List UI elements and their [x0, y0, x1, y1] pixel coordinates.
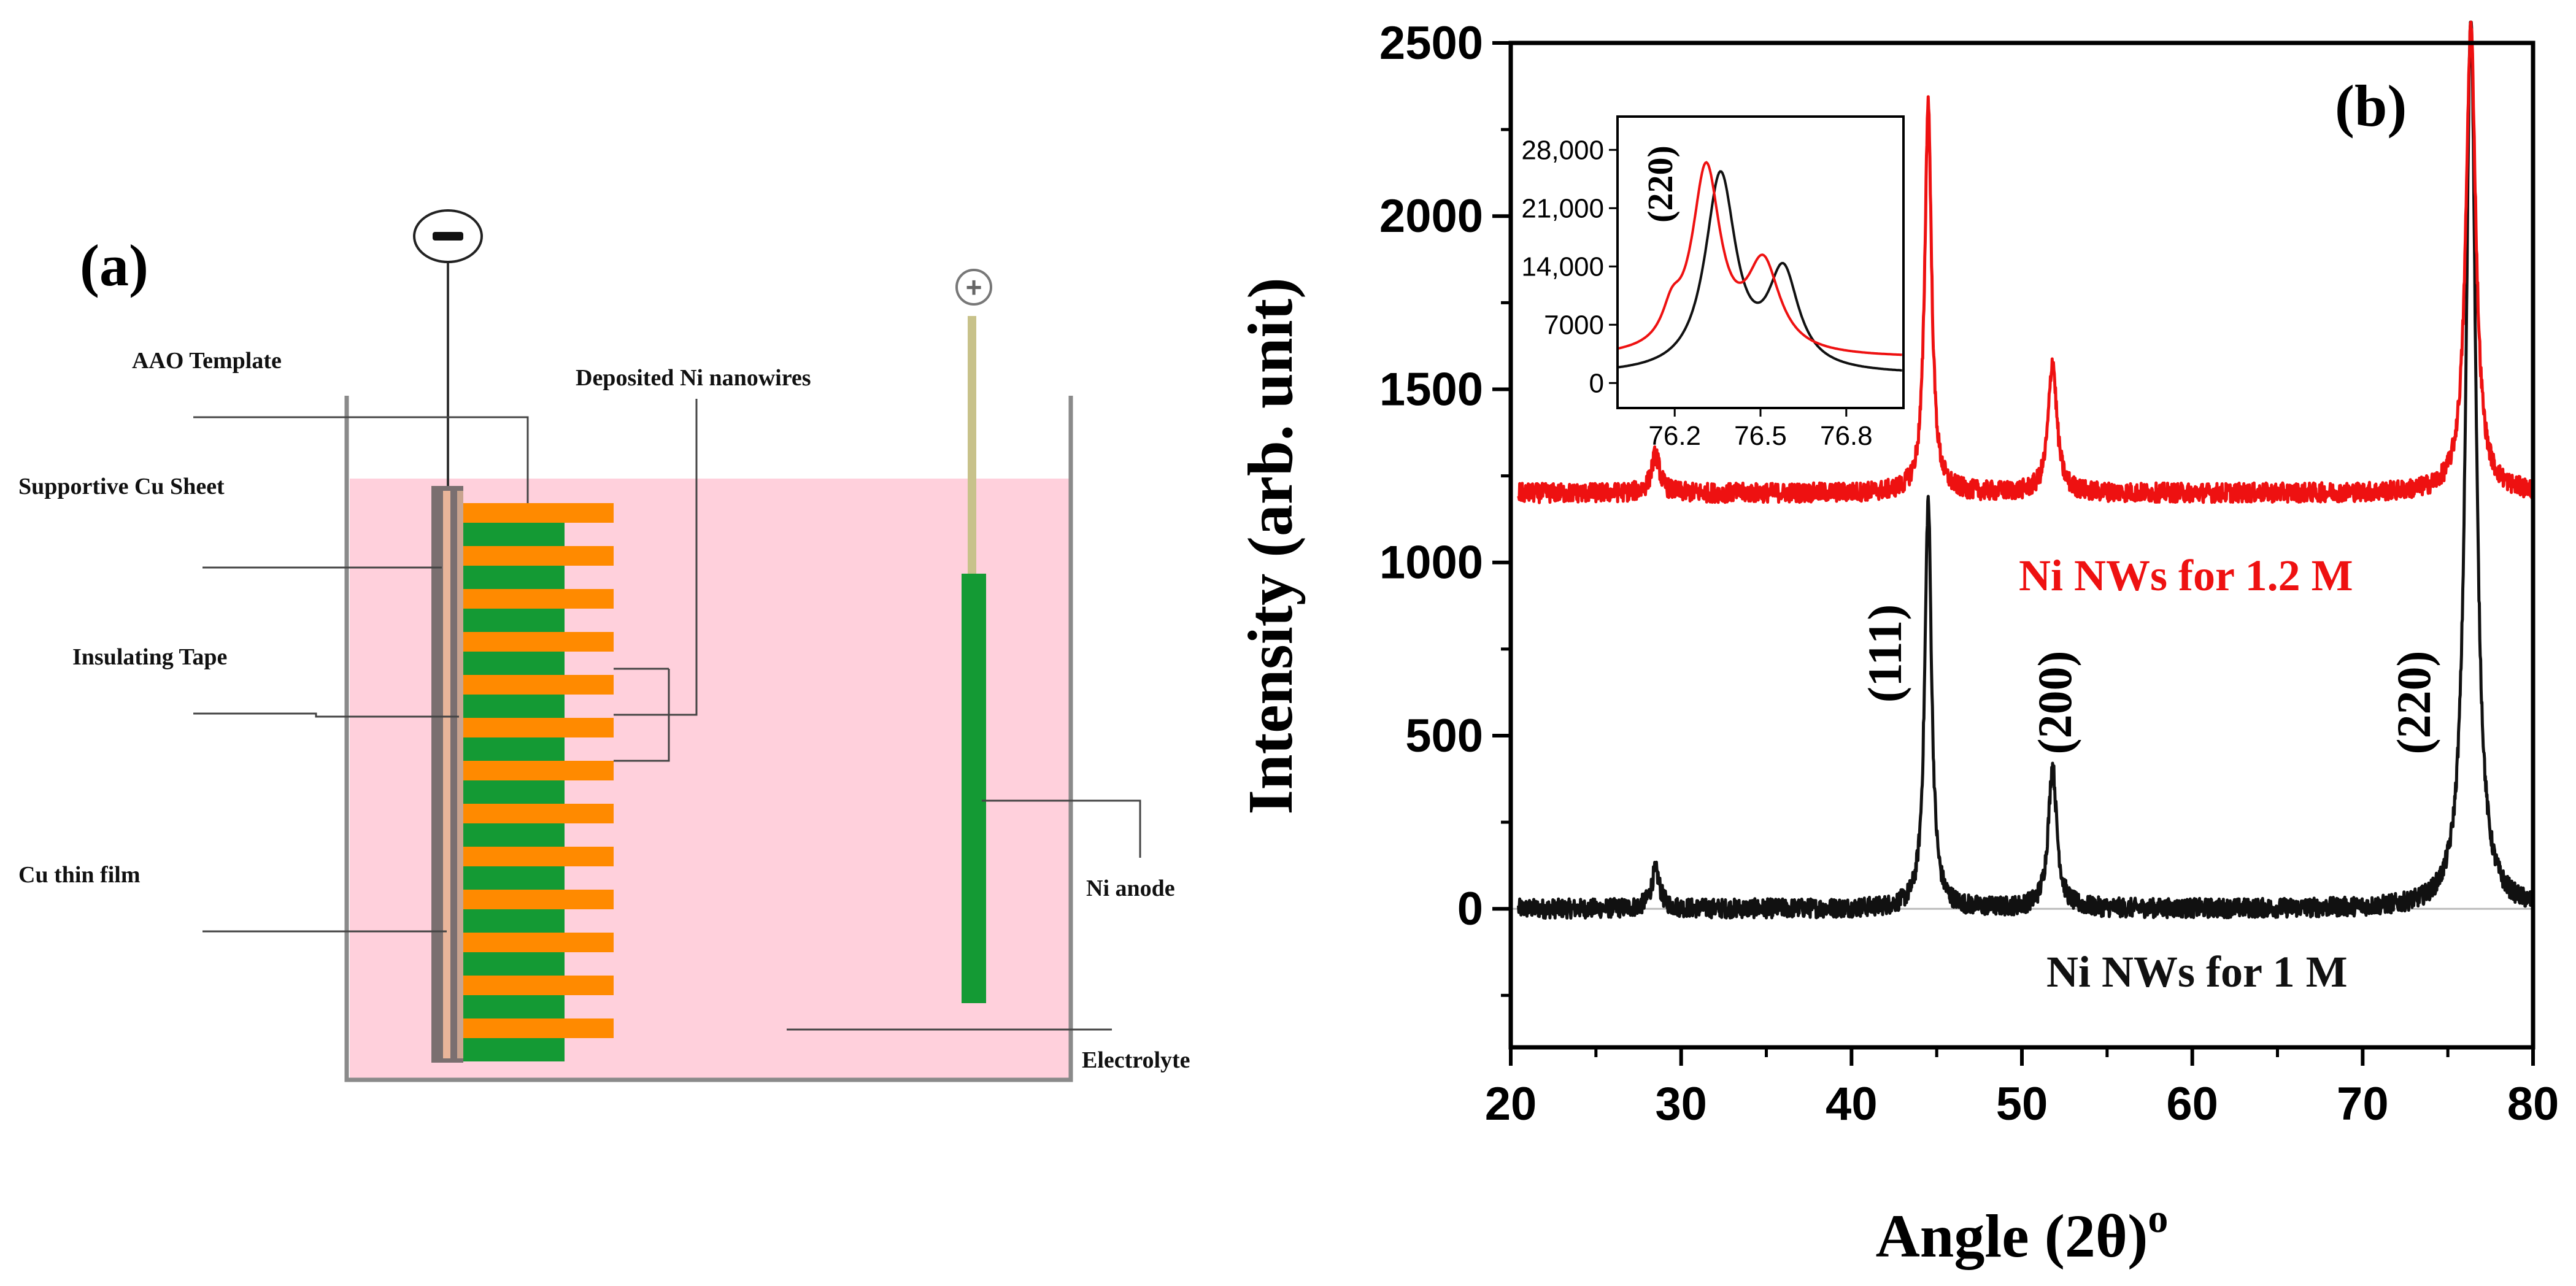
- template-pore-wall: [463, 1018, 614, 1038]
- panel-a-schematic: (a) + AAO Template Depos: [18, 209, 1190, 1082]
- template-pore-wall: [463, 847, 614, 866]
- template-pore-wall: [463, 804, 614, 823]
- x-axis-label-degree: o: [2148, 1196, 2168, 1241]
- template-pore-wall: [463, 976, 614, 995]
- xrd-series: [1517, 20, 2534, 920]
- panel-a-label: (a): [80, 233, 148, 298]
- template-pore-wall: [463, 890, 614, 909]
- ni-nanowire: [463, 609, 565, 632]
- x-axis-label-text: Angle (2θ): [1876, 1202, 2148, 1270]
- ni-nanowire: [463, 952, 565, 976]
- inset-y-tick-label: 14,000: [1521, 252, 1604, 282]
- inset-y-tick-label: 21,000: [1521, 193, 1604, 223]
- aao-template-with-nanowires: [463, 503, 614, 1061]
- label-electrolyte: Electrolyte: [1082, 1047, 1190, 1073]
- cu-thin-film: [443, 491, 450, 1058]
- ni-nanowire: [463, 566, 565, 589]
- legend-series-1.2m: Ni NWs for 1.2 M: [2019, 551, 2353, 600]
- label-insulating-tape: Insulating Tape: [72, 644, 227, 670]
- x-tick-label: 50: [1996, 1078, 2048, 1130]
- peak-annotations: (111) (200) (220): [1858, 604, 2440, 755]
- inset-x-tick-label: 76.5: [1734, 421, 1787, 451]
- x-tick-label: 60: [2166, 1078, 2218, 1130]
- label-aao-template: AAO Template: [132, 348, 282, 374]
- label-deposited-ni: Deposited Ni nanowires: [576, 365, 811, 391]
- inset-x-tick-label: 76.2: [1648, 421, 1701, 451]
- y-tick-label: 1000: [1379, 537, 1483, 589]
- y-tick-label: 2500: [1379, 17, 1483, 69]
- ni-nanowire: [463, 780, 565, 804]
- x-axis-label: Angle (2θ)o: [1876, 1196, 2169, 1270]
- annotation-200: (200): [2028, 651, 2081, 755]
- template-pore-wall: [463, 675, 614, 695]
- label-cu-film: Cu thin film: [18, 862, 140, 888]
- inset-y-tick-label: 0: [1589, 368, 1604, 398]
- template-pore-wall: [463, 761, 614, 780]
- ni-nanowire: [463, 866, 565, 890]
- inset-x-tick-label: 76.8: [1820, 421, 1873, 451]
- template-pore-wall: [463, 546, 614, 566]
- x-tick-label: 80: [2507, 1078, 2559, 1130]
- template-pore-wall: [463, 503, 614, 523]
- label-leader-lines: [193, 399, 1141, 1031]
- x-tick-label: 70: [2337, 1078, 2389, 1130]
- inset-y-tick-label: 7000: [1544, 310, 1604, 340]
- label-ni-anode: Ni anode: [1086, 876, 1175, 901]
- series-line-1-2m: [1517, 20, 2534, 504]
- ni-nanowire: [463, 1038, 565, 1061]
- ni-nanowire: [463, 995, 565, 1018]
- series-line-1m: [1517, 20, 2534, 920]
- anode-rod: [968, 316, 976, 577]
- annotation-111: (111): [1858, 604, 1911, 703]
- label-cu-sheet: Supportive Cu Sheet: [18, 474, 225, 499]
- leader-ni-anode: [982, 799, 1141, 858]
- x-tick-label: 40: [1826, 1078, 1878, 1130]
- inset-background: [1618, 117, 1903, 408]
- x-tick-label: 20: [1485, 1078, 1537, 1130]
- axis-ticks: 20 30 40 50 60 70 80 0 500 1000 1500 2000 2500: [1379, 17, 2559, 1130]
- legend-series-1m: Ni NWs for 1 M: [2046, 947, 2348, 996]
- inset-chart: 76.2 76.5 76.8 0 7000 14,000 21,000 28,000 (220…: [1521, 115, 1905, 451]
- ni-anode: [962, 574, 986, 1003]
- template-pore-wall: [463, 632, 614, 652]
- y-axis-label: Intensity (arb. unit): [1235, 277, 1306, 814]
- ni-nanowire: [463, 695, 565, 718]
- leader-deposited-ni: [614, 399, 698, 762]
- template-pore-wall: [463, 718, 614, 737]
- panel-b-label: (b): [2335, 73, 2407, 139]
- leader-aao-template: [193, 416, 529, 503]
- annotation-220: (220): [2387, 651, 2440, 755]
- inset-series: [1618, 161, 1902, 372]
- leader-insulating-tape: [193, 712, 459, 718]
- template-pore-wall: [463, 933, 614, 952]
- y-tick-label: 0: [1457, 883, 1483, 935]
- plus-icon: +: [966, 271, 982, 303]
- inset-series-line-1m: [1618, 170, 1902, 372]
- ni-nanowire: [463, 523, 565, 546]
- minus-icon: [433, 232, 463, 241]
- inset-series-line-1-2m: [1618, 161, 1902, 356]
- x-tick-label: 30: [1655, 1078, 1707, 1130]
- y-tick-label: 1500: [1379, 363, 1483, 415]
- inset-y-tick-label: 28,000: [1521, 135, 1604, 165]
- y-tick-label: 2000: [1379, 190, 1483, 242]
- inset-axis-ticks: 76.2 76.5 76.8 0 7000 14,000 21,000 28,000: [1521, 135, 1872, 451]
- anode-terminal-plus: [955, 269, 992, 306]
- ni-nanowire: [463, 909, 565, 933]
- panel-b-xrd-chart: 20 30 40 50 60 70 80 0 500 1000 1500 2000 2500 (b) I…: [1235, 17, 2559, 1270]
- inset-label-220: (220): [1640, 145, 1680, 223]
- insulating-tape: [457, 491, 463, 1058]
- panel-a-labels: AAO Template Deposited Ni nanowires Supp…: [18, 348, 1190, 1073]
- ni-nanowire: [463, 823, 565, 847]
- ni-nanowire: [463, 737, 565, 761]
- ni-nanowire: [463, 652, 565, 675]
- template-pore-wall: [463, 589, 614, 609]
- beaker: [344, 396, 1073, 1082]
- y-tick-label: 500: [1405, 710, 1483, 762]
